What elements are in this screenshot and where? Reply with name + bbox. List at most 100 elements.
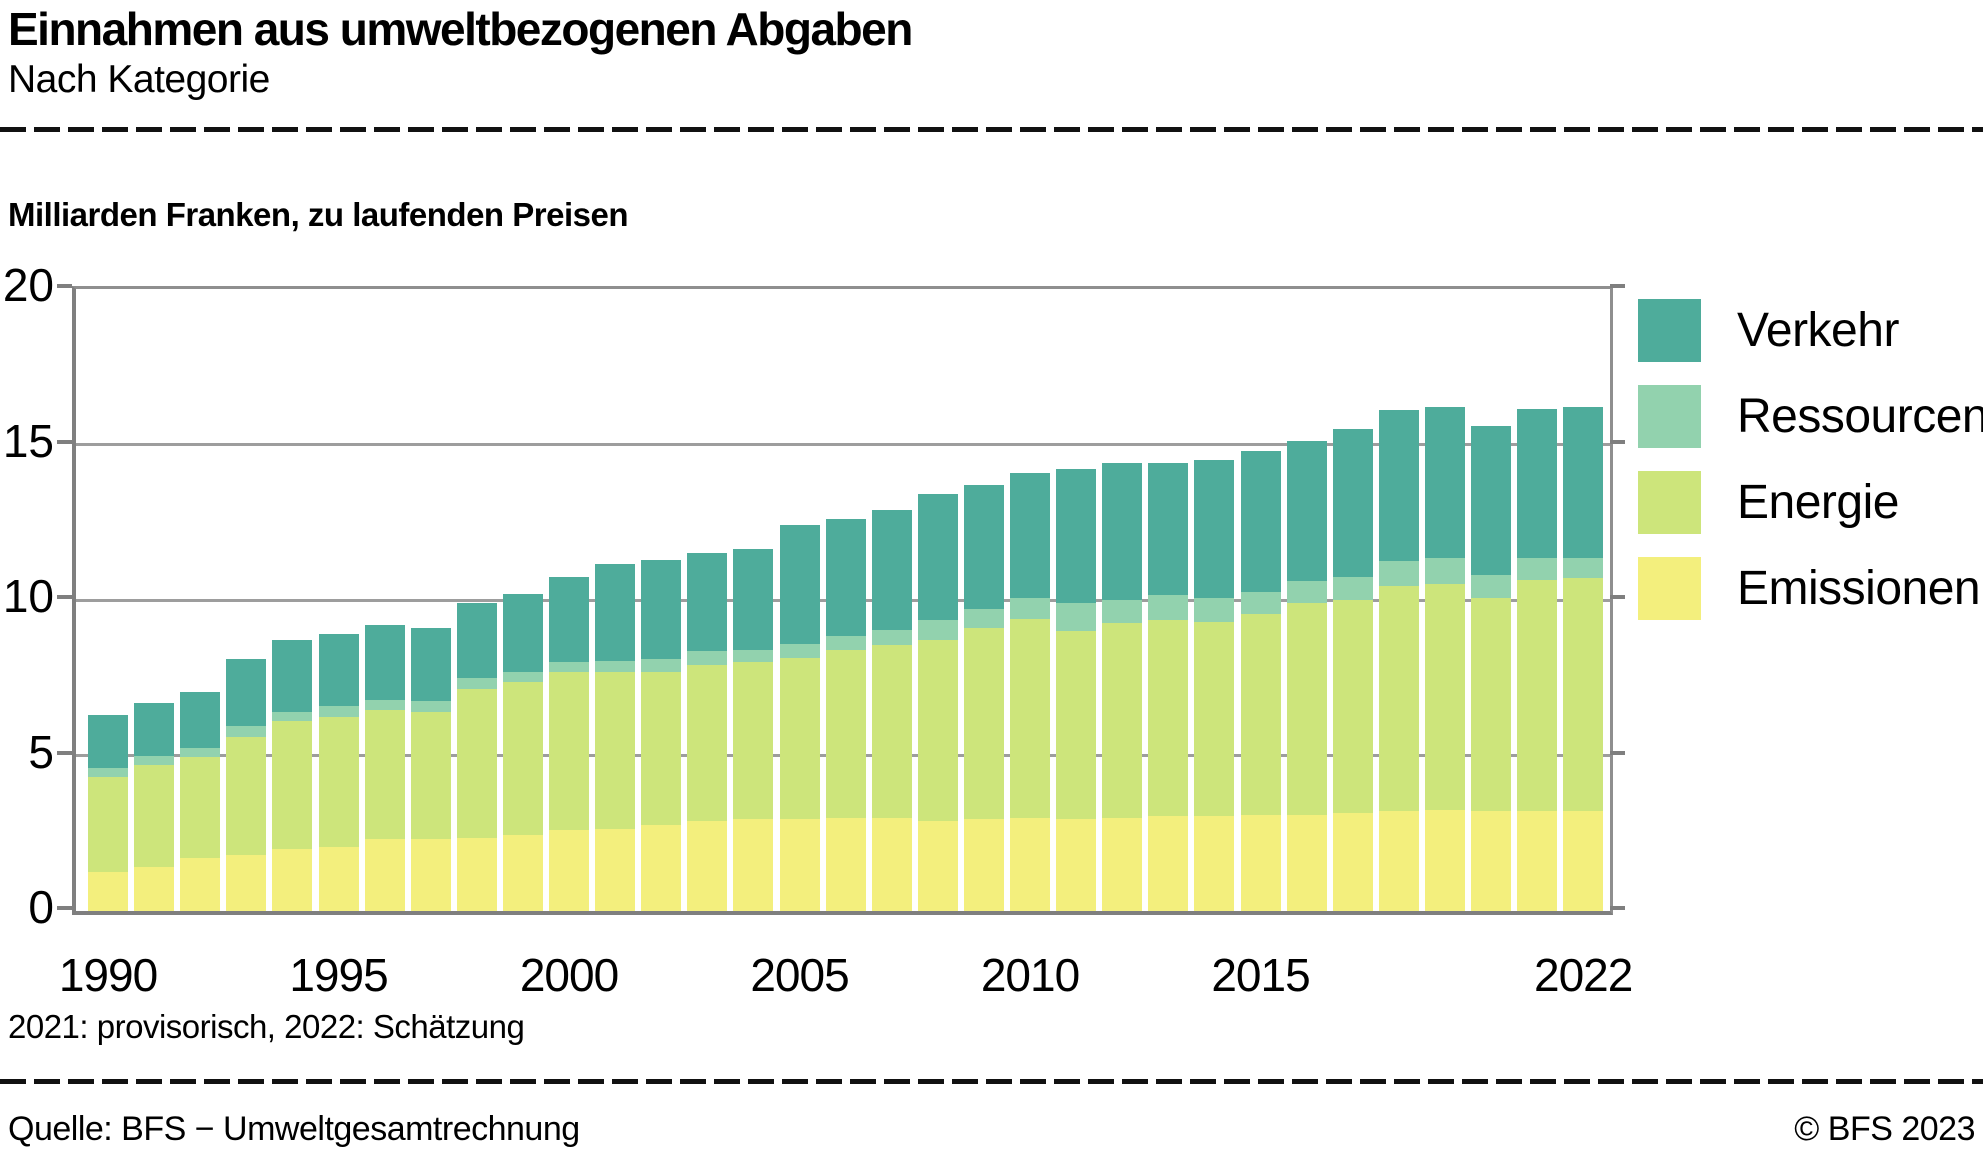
segment-emissionen-2018 xyxy=(1378,811,1419,911)
segment-verkehr-2022 xyxy=(1563,407,1604,559)
copyright-text: © BFS 2023 xyxy=(1794,1110,1975,1148)
segment-emissionen-1999 xyxy=(502,834,543,911)
bar-1993 xyxy=(226,659,267,911)
segment-verkehr-2018 xyxy=(1378,410,1419,562)
legend-label-emissionen: Emissionen xyxy=(1737,562,1981,615)
segment-verkehr-2019 xyxy=(1424,407,1465,559)
segment-verkehr-2007 xyxy=(871,509,912,630)
legend-label-energie: Energie xyxy=(1737,476,1899,529)
segment-verkehr-1994 xyxy=(272,640,313,712)
segment-energie-2018 xyxy=(1378,586,1419,812)
bar-2022 xyxy=(1563,407,1604,911)
bar-2000 xyxy=(549,576,589,911)
segment-emissionen-2022 xyxy=(1563,811,1604,911)
source-text: Quelle: BFS − Umweltgesamtrechnung xyxy=(8,1110,580,1148)
segment-energie-2012 xyxy=(1102,623,1143,818)
legend-item-energie: Energie xyxy=(1638,471,1983,534)
legend: Verkehr Ressourcen Energie Emissionen xyxy=(1638,299,1983,643)
segment-verkehr-2002 xyxy=(641,559,682,660)
segment-emissionen-2021 xyxy=(1517,811,1558,911)
y-axis-tick-left-10 xyxy=(57,595,72,599)
bar-2011 xyxy=(1056,469,1097,911)
segment-emissionen-2001 xyxy=(595,828,636,911)
y-axis-tick-left-20 xyxy=(57,284,72,288)
segment-verkehr-1990 xyxy=(88,715,128,768)
segment-emissionen-2007 xyxy=(871,817,912,911)
y-axis-tick-right-0 xyxy=(1610,906,1625,910)
segment-energie-1996 xyxy=(364,710,405,840)
segment-energie-1992 xyxy=(180,757,221,859)
segment-energie-2020 xyxy=(1471,598,1511,812)
segment-ressourcen-1998 xyxy=(456,677,497,689)
bar-2016 xyxy=(1286,441,1327,911)
bar-1997 xyxy=(410,628,451,911)
legend-swatch-emissionen xyxy=(1638,557,1701,620)
legend-swatch-ressourcen xyxy=(1638,385,1701,448)
segment-ressourcen-2007 xyxy=(871,629,912,646)
segment-ressourcen-1993 xyxy=(226,725,267,737)
bar-2006 xyxy=(825,519,866,911)
segment-energie-2017 xyxy=(1332,600,1373,814)
segment-emissionen-2010 xyxy=(1010,817,1050,911)
y-axis-label-15: 15 xyxy=(2,414,54,467)
segment-energie-1998 xyxy=(456,688,497,838)
segment-ressourcen-2019 xyxy=(1424,558,1465,585)
bar-2013 xyxy=(1148,463,1189,911)
bar-2003 xyxy=(687,553,728,911)
x-axis-label-2022: 2022 xyxy=(1534,949,1633,1001)
plot-area xyxy=(72,286,1613,915)
segment-verkehr-2008 xyxy=(917,494,958,621)
segment-ressourcen-2016 xyxy=(1286,581,1327,604)
segment-energie-2010 xyxy=(1010,618,1050,818)
segment-emissionen-1995 xyxy=(318,847,359,911)
segment-ressourcen-2005 xyxy=(779,643,820,658)
gridline-15 xyxy=(76,443,1610,446)
legend-item-emissionen: Emissionen xyxy=(1638,557,1983,620)
segment-energie-1999 xyxy=(502,682,543,835)
segment-verkehr-1992 xyxy=(180,691,221,748)
segment-ressourcen-2021 xyxy=(1517,558,1558,580)
segment-emissionen-2011 xyxy=(1056,819,1097,911)
segment-verkehr-2006 xyxy=(825,519,866,636)
segment-ressourcen-2015 xyxy=(1240,592,1281,614)
y-axis-tick-right-15 xyxy=(1610,439,1625,444)
bar-1998 xyxy=(456,603,497,911)
segment-energie-2001 xyxy=(595,671,636,829)
y-axis-tick-right-10 xyxy=(1610,595,1625,599)
segment-verkehr-2005 xyxy=(779,525,820,644)
segment-ressourcen-2009 xyxy=(963,609,1004,629)
segment-emissionen-1993 xyxy=(226,855,267,911)
bars-container xyxy=(76,289,1610,911)
segment-energie-2015 xyxy=(1240,614,1281,815)
segment-emissionen-1990 xyxy=(88,872,128,911)
segment-verkehr-1996 xyxy=(364,624,405,700)
segment-emissionen-1991 xyxy=(134,867,175,911)
bar-2004 xyxy=(733,548,774,911)
segment-verkehr-2015 xyxy=(1240,450,1281,593)
segment-energie-2004 xyxy=(733,662,774,820)
segment-verkehr-2013 xyxy=(1148,463,1189,596)
segment-energie-2016 xyxy=(1286,603,1327,815)
bar-2017 xyxy=(1332,428,1373,911)
segment-ressourcen-2002 xyxy=(641,659,682,672)
segment-emissionen-2012 xyxy=(1102,817,1143,911)
segment-energie-2003 xyxy=(687,665,728,821)
segment-energie-2022 xyxy=(1563,578,1604,812)
segment-emissionen-2019 xyxy=(1424,809,1465,911)
segment-energie-1994 xyxy=(272,721,313,849)
segment-ressourcen-2001 xyxy=(595,660,636,672)
legend-label-ressourcen: Ressourcen xyxy=(1737,390,1983,443)
segment-ressourcen-1991 xyxy=(134,755,175,765)
segment-verkehr-2000 xyxy=(549,576,589,663)
bar-2001 xyxy=(595,564,636,911)
bar-2014 xyxy=(1194,460,1235,911)
segment-verkehr-1991 xyxy=(134,702,175,756)
y-axis-tick-left-0 xyxy=(57,906,72,910)
bar-1999 xyxy=(502,593,543,911)
y-axis-tick-right-20 xyxy=(1610,284,1625,288)
segment-emissionen-2004 xyxy=(733,819,774,911)
segment-emissionen-1998 xyxy=(456,837,497,911)
segment-emissionen-2002 xyxy=(641,825,682,911)
page-subtitle: Nach Kategorie xyxy=(8,58,270,101)
